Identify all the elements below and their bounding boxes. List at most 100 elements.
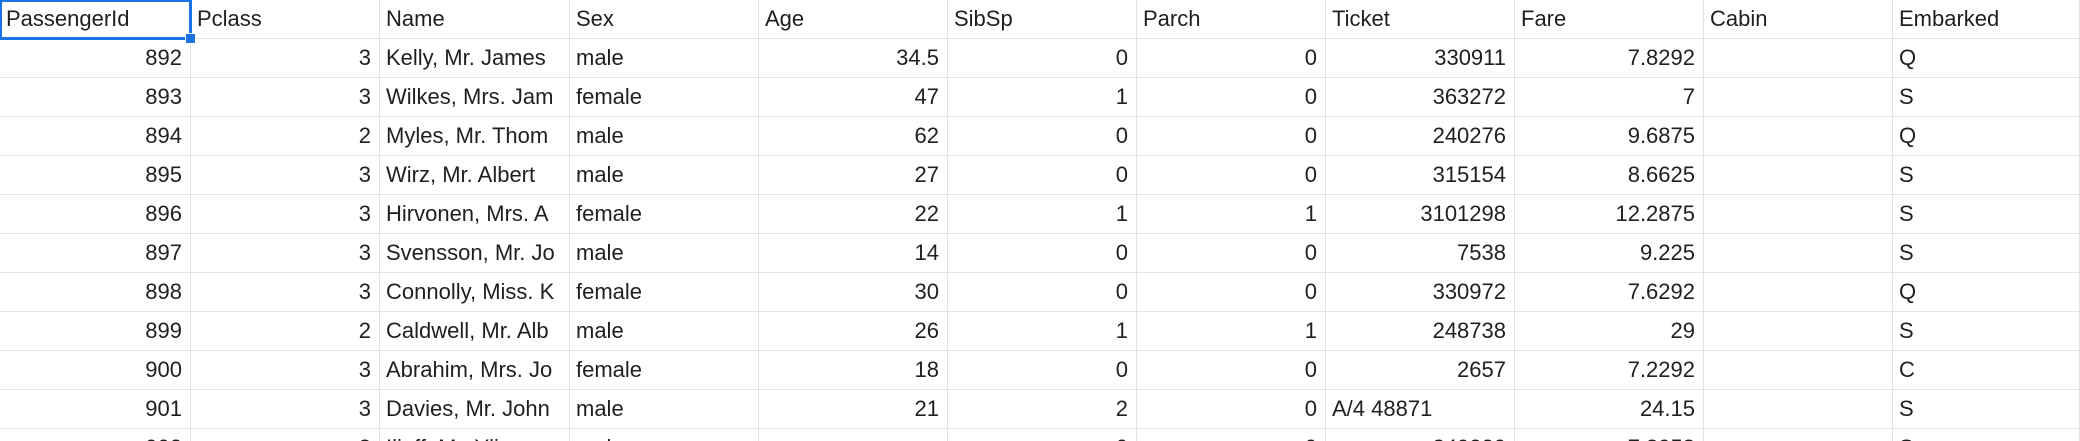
cell-cabin[interactable] [1704,156,1893,195]
cell-cabin[interactable] [1704,195,1893,234]
cell-fare[interactable]: 9.6875 [1515,117,1704,156]
cell-parch[interactable]: 0 [1137,390,1326,429]
cell-pclass[interactable]: 3 [191,351,380,390]
cell-age[interactable]: 27 [759,156,948,195]
cell-sibsp[interactable]: 0 [948,273,1137,312]
cell-parch[interactable]: 0 [1137,273,1326,312]
cell-embarked[interactable]: Q [1893,273,2080,312]
cell-sibsp[interactable]: 0 [948,234,1137,273]
cell-passengerid[interactable]: 895 [0,156,191,195]
header-cell-parch[interactable]: Parch [1137,0,1326,39]
cell-embarked[interactable]: S [1893,234,2080,273]
cell-pclass[interactable]: 3 [191,39,380,78]
cell-sibsp[interactable]: 1 [948,195,1137,234]
cell-passengerid[interactable]: 902 [0,429,191,441]
cell-age[interactable]: 18 [759,351,948,390]
cell-fare[interactable]: 7.8958 [1515,429,1704,441]
cell-age[interactable] [759,429,948,441]
cell-sex[interactable]: male [570,117,759,156]
cell-pclass[interactable]: 3 [191,273,380,312]
cell-parch[interactable]: 0 [1137,429,1326,441]
cell-sex[interactable]: male [570,312,759,351]
cell-pclass[interactable]: 2 [191,117,380,156]
cell-parch[interactable]: 1 [1137,195,1326,234]
cell-sibsp[interactable]: 0 [948,351,1137,390]
cell-pclass[interactable]: 3 [191,78,380,117]
cell-ticket[interactable]: 330911 [1326,39,1515,78]
cell-pclass[interactable]: 3 [191,234,380,273]
cell-passengerid[interactable]: 892 [0,39,191,78]
cell-name[interactable]: Davies, Mr. John [380,390,570,429]
cell-embarked[interactable]: S [1893,390,2080,429]
cell-embarked[interactable]: Q [1893,39,2080,78]
cell-passengerid[interactable]: 899 [0,312,191,351]
cell-passengerid[interactable]: 896 [0,195,191,234]
cell-cabin[interactable] [1704,429,1893,441]
cell-ticket[interactable]: 349220 [1326,429,1515,441]
cell-sex[interactable]: female [570,351,759,390]
cell-embarked[interactable]: S [1893,78,2080,117]
cell-ticket[interactable]: 315154 [1326,156,1515,195]
cell-cabin[interactable] [1704,351,1893,390]
cell-cabin[interactable] [1704,273,1893,312]
cell-sex[interactable]: male [570,234,759,273]
cell-passengerid[interactable]: 900 [0,351,191,390]
cell-name[interactable]: Myles, Mr. Thom [380,117,570,156]
cell-age[interactable]: 21 [759,390,948,429]
cell-sibsp[interactable]: 0 [948,429,1137,441]
header-cell-ticket[interactable]: Ticket [1326,0,1515,39]
cell-embarked[interactable]: Q [1893,117,2080,156]
cell-name[interactable]: Abrahim, Mrs. Jo [380,351,570,390]
cell-ticket[interactable]: 240276 [1326,117,1515,156]
cell-age[interactable]: 30 [759,273,948,312]
header-cell-name[interactable]: Name [380,0,570,39]
cell-cabin[interactable] [1704,234,1893,273]
cell-age[interactable]: 34.5 [759,39,948,78]
cell-fare[interactable]: 8.6625 [1515,156,1704,195]
cell-fare[interactable]: 24.15 [1515,390,1704,429]
cell-embarked[interactable]: C [1893,351,2080,390]
cell-parch[interactable]: 0 [1137,351,1326,390]
cell-sex[interactable]: male [570,390,759,429]
cell-embarked[interactable]: S [1893,195,2080,234]
cell-ticket[interactable]: 7538 [1326,234,1515,273]
cell-fare[interactable]: 9.225 [1515,234,1704,273]
cell-sex[interactable]: male [570,156,759,195]
header-cell-sibsp[interactable]: SibSp [948,0,1137,39]
cell-parch[interactable]: 0 [1137,39,1326,78]
cell-sibsp[interactable]: 1 [948,312,1137,351]
cell-pclass[interactable]: 3 [191,390,380,429]
cell-pclass[interactable]: 3 [191,156,380,195]
cell-ticket[interactable]: 248738 [1326,312,1515,351]
cell-embarked[interactable]: S [1893,312,2080,351]
selection-fill-handle[interactable] [185,33,196,44]
cell-ticket[interactable]: 2657 [1326,351,1515,390]
cell-passengerid[interactable]: 901 [0,390,191,429]
cell-parch[interactable]: 0 [1137,117,1326,156]
cell-cabin[interactable] [1704,78,1893,117]
cell-fare[interactable]: 7.2292 [1515,351,1704,390]
cell-passengerid[interactable]: 898 [0,273,191,312]
cell-ticket[interactable]: 363272 [1326,78,1515,117]
cell-pclass[interactable]: 3 [191,195,380,234]
cell-parch[interactable]: 0 [1137,234,1326,273]
cell-sex[interactable]: female [570,78,759,117]
cell-age[interactable]: 26 [759,312,948,351]
cell-fare[interactable]: 7 [1515,78,1704,117]
cell-sibsp[interactable]: 0 [948,156,1137,195]
cell-sibsp[interactable]: 0 [948,39,1137,78]
cell-parch[interactable]: 0 [1137,156,1326,195]
cell-name[interactable]: Ilieff, Mr. Ylio [380,429,570,441]
cell-passengerid[interactable]: 894 [0,117,191,156]
cell-age[interactable]: 14 [759,234,948,273]
cell-age[interactable]: 62 [759,117,948,156]
cell-sex[interactable]: female [570,195,759,234]
cell-embarked[interactable]: S [1893,156,2080,195]
cell-name[interactable]: Kelly, Mr. James [380,39,570,78]
cell-cabin[interactable] [1704,39,1893,78]
cell-name[interactable]: Wirz, Mr. Albert [380,156,570,195]
header-cell-cabin[interactable]: Cabin [1704,0,1893,39]
cell-sibsp[interactable]: 0 [948,117,1137,156]
cell-parch[interactable]: 0 [1137,78,1326,117]
cell-sibsp[interactable]: 2 [948,390,1137,429]
